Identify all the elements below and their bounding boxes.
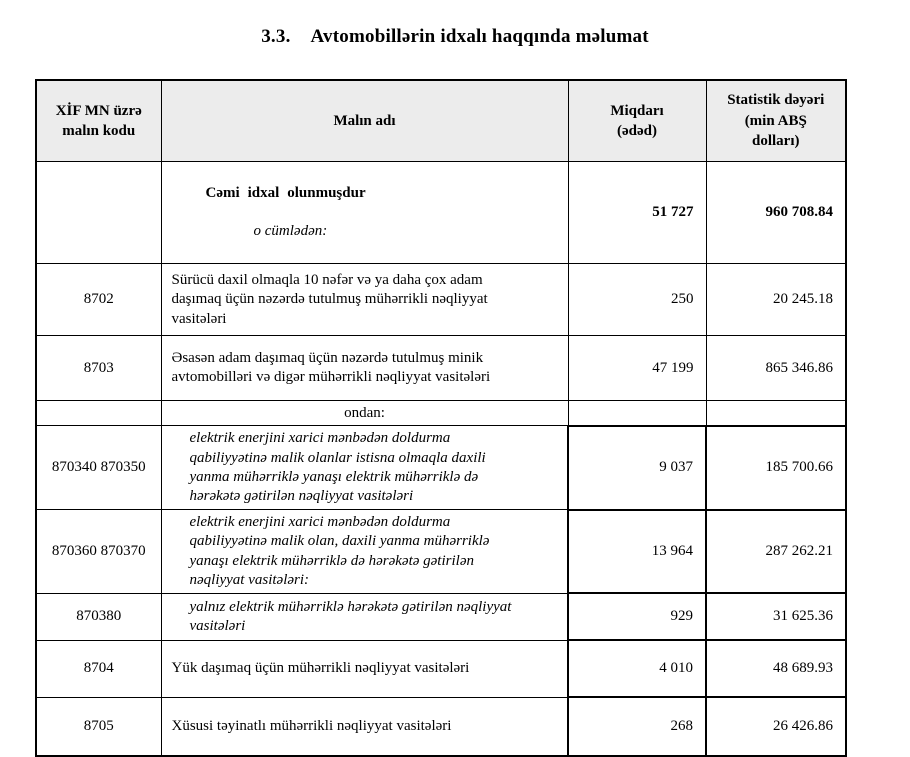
total-sublabel: o cümlədən: (253, 223, 328, 240)
qty-cell: 250 (567, 263, 707, 337)
value-cell: 48 689.93 (705, 639, 847, 699)
total-label: Cəmi idxal olunmuşdur (205, 184, 366, 201)
table-row-870380: 870380 yalnız elektrik mühərriklə hərəkə… (35, 592, 847, 642)
code-cell: 8704 (35, 639, 162, 698)
qty-cell: 47 199 (567, 335, 707, 402)
value-cell: 20 245.18 (705, 263, 847, 337)
code-cell: 8702 (35, 263, 162, 337)
name-cell: Cəmi idxal olunmuşdur o cümlədən: (160, 160, 569, 265)
name-cell: ondan: (160, 400, 569, 427)
table-row-8703: 8703 Əsasən adam daşımaq üçün nəzərdə tu… (35, 335, 847, 402)
name-cell: Xüsusi təyinatlı mühərrikli nəqliyyat va… (160, 696, 569, 757)
value-cell (705, 400, 847, 427)
value-cell: 960 708.84 (705, 160, 847, 265)
table-row-8704: 8704 Yük daşımaq üçün mühərrikli nəqliyy… (35, 639, 847, 699)
qty-cell: 13 964 (567, 508, 707, 595)
table-row-8702: 8702 Sürücü daxil olmaqla 10 nəfər və ya… (35, 263, 847, 337)
qty-cell: 268 (567, 696, 707, 757)
code-cell: 870360 870370 (35, 509, 162, 594)
code-cell (35, 400, 162, 427)
code-cell: 870380 (35, 592, 162, 641)
qty-cell: 4 010 (567, 639, 707, 699)
value-cell: 185 700.66 (705, 424, 847, 511)
header-statistical-value: Statistik dəyəri (min ABŞ dolları) (705, 79, 847, 162)
import-data-table: XİF MN üzrə malın kodu Malın adı Miqdarı… (35, 79, 847, 757)
code-cell (35, 160, 162, 265)
value-cell: 865 346.86 (705, 335, 847, 402)
name-cell: Əsasən adam daşımaq üçün nəzərdə tutulmu… (160, 335, 569, 402)
code-cell: 870340 870350 (35, 425, 162, 511)
qty-cell: 51 727 (567, 160, 707, 265)
name-cell: elektrik enerjini xarici mənbədən doldur… (160, 509, 569, 594)
header-product-code: XİF MN üzrə malın kodu (35, 79, 162, 162)
value-cell: 31 625.36 (705, 592, 847, 642)
name-cell: Sürücü daxil olmaqla 10 nəfər və ya daha… (160, 263, 569, 337)
header-quantity: Miqdarı (ədəd) (567, 79, 707, 162)
name-cell: yalnız elektrik mühərriklə hərəkətə gəti… (160, 592, 569, 641)
name-cell: Yük daşımaq üçün mühərrikli nəqliyyat va… (160, 639, 569, 698)
value-cell: 287 262.21 (705, 508, 847, 595)
table-row-8705: 8705 Xüsusi təyinatlı mühərrikli nəqliyy… (35, 696, 847, 757)
qty-cell: 929 (567, 592, 707, 642)
code-cell: 8705 (35, 696, 162, 757)
qty-cell: 9 037 (567, 424, 707, 511)
qty-cell (567, 400, 707, 427)
section-title-text: Avtomobillərin idxalı haqqında məlumat (310, 26, 649, 47)
value-cell: 26 426.86 (705, 696, 847, 757)
page-title: 3.3. Avtomobillərin idxalı haqqında məlum… (0, 0, 910, 48)
table-row-ondan: ondan: (35, 400, 847, 427)
section-number: 3.3. (261, 26, 291, 47)
header-product-name: Malın adı (160, 79, 569, 162)
table-row-total: Cəmi idxal olunmuşdur o cümlədən: 51 727… (35, 160, 847, 265)
table-row-870360-870370: 870360 870370 elektrik enerjini xarici m… (35, 508, 847, 595)
table-header-row: XİF MN üzrə malın kodu Malın adı Miqdarı… (35, 79, 847, 162)
name-cell: elektrik enerjini xarici mənbədən doldur… (160, 425, 569, 511)
table-row-870340-870350: 870340 870350 elektrik enerjini xarici m… (35, 424, 847, 511)
code-cell: 8703 (35, 335, 162, 402)
